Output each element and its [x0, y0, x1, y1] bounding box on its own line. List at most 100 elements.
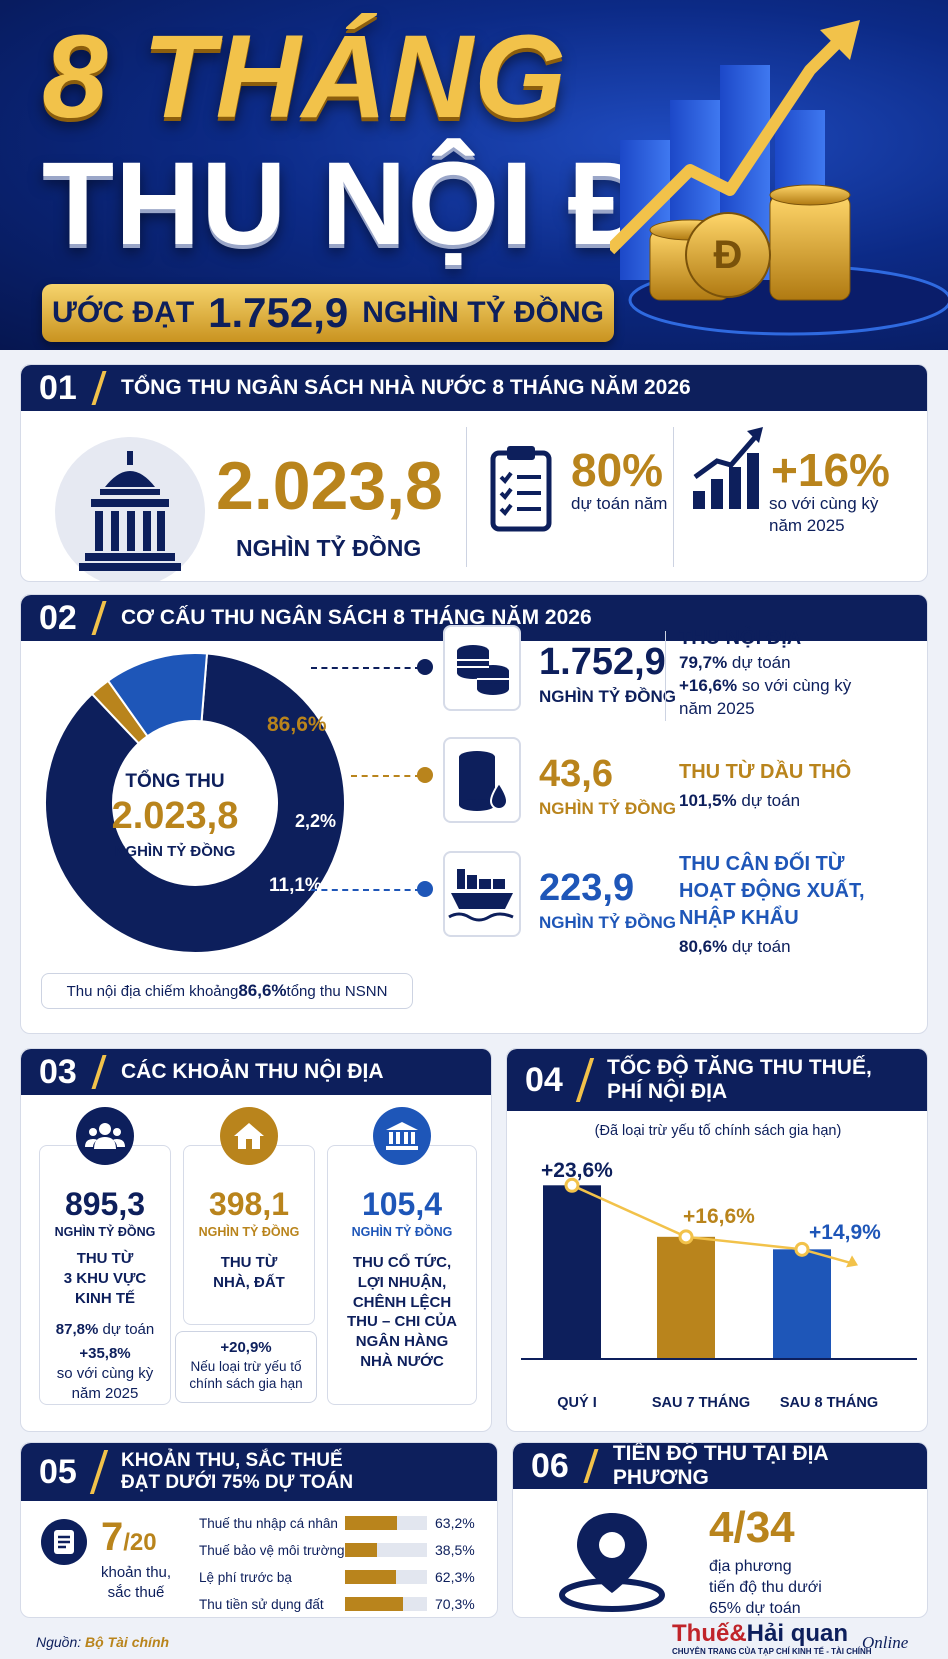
economic-sectors-label-2: 3 KHU VỰC — [63, 1269, 147, 1287]
import-export-details: THU CÂN ĐỐI TỪ HOẠT ĐỘNG XUẤT, NHẬP KHẨU… — [679, 851, 865, 959]
import-export-unit: NGHÌN TỶ ĐỒNG — [539, 913, 676, 932]
growth-bar-8m — [773, 1249, 831, 1359]
land-housing-label-1: THU TỪ — [220, 1254, 278, 1271]
section-4-title: TỐC ĐỘ TĂNG THU THUẾ, PHÍ NỘI ĐỊA — [607, 1056, 872, 1104]
source-label: Nguồn: — [36, 1634, 86, 1650]
below-target-fill — [345, 1570, 397, 1584]
section-2-card: 02 CƠ CẤU THU NGÂN SÁCH 8 THÁNG NĂM 2026… — [20, 594, 928, 1034]
section-4-title-1: TỐC ĐỘ TĂNG THU THUẾ, — [607, 1055, 872, 1079]
state-bank-label-6: NHÀ NƯỚC — [360, 1352, 444, 1370]
growth-label-q1: +23,6% — [541, 1159, 613, 1182]
import-export-estimate-label: dự toán — [727, 937, 791, 956]
domestic-revenue-details: THU NỘI ĐỊA 79,7% dự toán +16,6% so với … — [679, 625, 851, 721]
hero-value-banner: ƯỚC ĐẠT 1.752,9 NGHÌN TỶ ĐỒNG — [42, 284, 614, 342]
state-bank-label-4: THU – CHI CỦA — [346, 1313, 457, 1331]
section-5-header: 05 KHOẢN THU, SẮC THUẾ ĐẠT DƯỚI 75% DỰ T… — [21, 1443, 497, 1501]
below-target-count: 7/20 — [101, 1515, 157, 1560]
growth-bar-q1 — [543, 1185, 601, 1359]
economic-sectors-growth-year: năm 2025 — [71, 1384, 139, 1402]
section-6-header: 06 TIẾN ĐỘ THU TẠI ĐỊA PHƯƠNG — [513, 1443, 927, 1489]
below-target-track — [345, 1543, 427, 1557]
economic-sectors-unit: NGHÌN TỶ ĐỒNG — [54, 1225, 156, 1239]
bank-icon — [373, 1107, 431, 1165]
below-target-pct: 70,3% — [435, 1596, 475, 1612]
domestic-share-note: Thu nội địa chiếm khoảng 86,6% tổng thu … — [41, 973, 413, 1009]
estimate-percent: 80% — [571, 444, 664, 496]
local-progress-label-3: 65% dự toán — [709, 1599, 801, 1617]
growth-xlabel-q1: QUÝ I — [557, 1395, 597, 1411]
below-target-row: Thuế thu nhập cá nhân 63,2% — [199, 1513, 497, 1533]
land-housing-label: THU TỪ NHÀ, ĐẤT — [184, 1253, 314, 1293]
brand-part-2: Hải quan — [746, 1620, 849, 1647]
below-target-count-total: /20 — [123, 1529, 157, 1556]
brand-online: Online — [862, 1633, 909, 1652]
growth-xlabel-8m: SAU 8 THÁNG — [779, 1395, 879, 1411]
section-1-divider-1 — [466, 427, 467, 567]
oil-revenue-details: THU TỪ DẦU THÔ 101,5% dự toán — [679, 759, 851, 813]
section-1-header: 01 TỔNG THU NGÂN SÁCH NHÀ NƯỚC 8 THÁNG N… — [21, 365, 927, 411]
cargo-ship-icon — [448, 869, 514, 922]
location-pin-icon — [559, 1513, 665, 1612]
share-note-post: tổng thu NSNN — [286, 982, 388, 1000]
state-bank-label-2: LỢI NHUẬN, — [357, 1273, 447, 1291]
domestic-growth-pct: +16,6% — [679, 675, 738, 695]
state-bank-label-1: THU CỔ TỨC, — [352, 1254, 452, 1271]
section-1-number: 01 — [39, 368, 77, 407]
rising-chart-coins-icon: Đ — [610, 20, 948, 336]
donut-center-value: 2.023,8 — [111, 795, 239, 837]
below-target-row: Lệ phí trước bạ 62,3% — [199, 1567, 497, 1587]
growth-label-line2: năm 2025 — [769, 516, 845, 536]
coins-icon — [457, 645, 509, 695]
below-target-track — [345, 1597, 427, 1611]
economic-sectors-label-3: KINH TẾ — [75, 1289, 135, 1307]
section-3-title: CÁC KHOẢN THU NỘI ĐỊA — [121, 1059, 384, 1083]
below-target-track — [345, 1516, 427, 1530]
below-target-label: khoản thu, sắc thuế — [101, 1563, 171, 1602]
land-housing-label-2: NHÀ, ĐẤT — [213, 1273, 285, 1291]
oil-estimate-label: dự toán — [736, 791, 801, 810]
growth-trend-point — [564, 1177, 580, 1193]
below-target-name: Thuế bảo vệ môi trường — [199, 1542, 345, 1558]
connector-dot-1 — [417, 659, 433, 675]
oil-barrel-icon — [459, 751, 509, 811]
land-housing-adjusted-note-1: Nếu loại trừ yếu tố — [190, 1358, 302, 1374]
section-6-card: 06 TIẾN ĐỘ THU TẠI ĐỊA PHƯƠNG 4/34 địa p… — [512, 1442, 928, 1618]
below-target-pct: 63,2% — [435, 1515, 475, 1531]
section-3-header: 03 CÁC KHOẢN THU NỘI ĐỊA — [21, 1049, 491, 1095]
section-2-number: 02 — [39, 598, 77, 637]
import-export-title-1: THU CÂN ĐỐI TỪ — [679, 853, 845, 875]
growth-trend-line — [571, 1184, 853, 1265]
section-5-title: KHOẢN THU, SẮC THUẾ ĐẠT DƯỚI 75% DỰ TOÁN — [121, 1450, 353, 1494]
hero-banner-value: 1.752,9 — [208, 289, 349, 336]
donut-center-title: TỔNG THU — [125, 771, 225, 792]
people-icon — [76, 1107, 134, 1165]
economic-sectors-stats: 87,8% dự toán +35,8% so với cùng kỳ năm … — [40, 1320, 170, 1403]
growth-label-line1: so với cùng kỳ — [769, 494, 879, 513]
hero-banner-area: 8 THÁNG THU NỘI ĐỊA ƯỚC ĐẠT 1.752,9 NGHÌ… — [0, 0, 948, 350]
growth-trend-arrow — [846, 1255, 858, 1268]
economic-sectors-value: 895,3 — [64, 1186, 146, 1222]
estimate-label: dự toán năm — [571, 494, 668, 513]
import-export-value: 223,9 — [539, 867, 635, 909]
growth-label-7m: +16,6% — [683, 1205, 755, 1228]
connector-dot-2 — [417, 767, 433, 783]
economic-sectors-growth-label: so với cùng kỳ — [56, 1364, 154, 1382]
total-revenue-value: 2.023,8 — [216, 448, 443, 524]
section-4-number: 04 — [525, 1060, 563, 1099]
economic-sectors-label: THU TỪ 3 KHU VỰC KINH TẾ — [40, 1249, 170, 1308]
below-target-label-1: khoản thu, — [101, 1564, 172, 1581]
growth-xlabel-7m: SAU 7 THÁNG — [651, 1395, 751, 1411]
capitol-icon-bg — [55, 437, 205, 581]
section-1-divider-2 — [673, 427, 674, 567]
hero-banner-prefix: ƯỚC ĐẠT — [52, 296, 195, 329]
brand-logo: Thuế&Hải quan — [672, 1620, 848, 1648]
clipboard-icon — [490, 446, 552, 532]
oil-revenue-title: THU TỪ DẦU THÔ — [679, 761, 852, 783]
growth-label-8m: +14,9% — [809, 1221, 881, 1244]
growth-bar-7m — [657, 1236, 715, 1359]
share-note-pre: Thu nội địa chiếm khoảng — [66, 982, 239, 1000]
section-6-number: 06 — [531, 1446, 569, 1485]
land-housing-value: 398,1 — [208, 1186, 290, 1222]
below-target-name: Thu tiền sử dụng đất — [199, 1596, 324, 1612]
state-bank-label: THU CỔ TỨC, LỢI NHUẬN, CHÊNH LỆCH THU – … — [328, 1253, 476, 1372]
